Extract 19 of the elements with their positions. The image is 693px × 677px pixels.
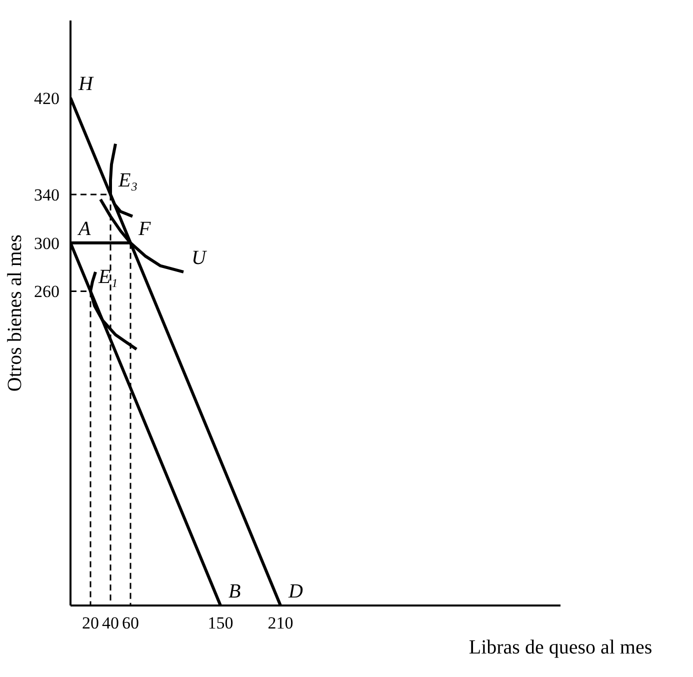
- annotation: B: [228, 580, 241, 602]
- x-axis-title: Libras de queso al mes: [468, 636, 652, 658]
- annotation: E₃: [118, 170, 138, 192]
- y-tick-label: 420: [34, 88, 60, 108]
- x-tick-label: 60: [122, 614, 139, 632]
- annotation: H: [78, 72, 94, 95]
- annotation: D: [288, 580, 304, 602]
- x-tick-label: 20: [82, 614, 99, 632]
- y-tick-label: 300: [34, 234, 60, 253]
- x-tick-label: 40: [102, 614, 119, 632]
- annotation: F: [138, 218, 152, 240]
- y-tick-label: 260: [34, 282, 60, 302]
- y-tick-label: 340: [34, 186, 60, 205]
- x-tick-label: 150: [208, 614, 234, 632]
- x-tick-label: 210: [268, 614, 294, 632]
- y-axis-title: Otros bienes al mes: [4, 234, 26, 392]
- annotation: U: [192, 246, 208, 269]
- annotation: A: [76, 218, 92, 240]
- annotation: E₁: [98, 266, 118, 288]
